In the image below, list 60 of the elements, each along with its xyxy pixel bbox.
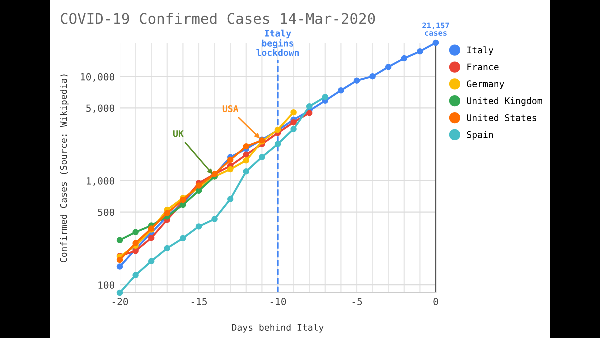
point [290,119,297,126]
point [132,229,139,236]
point [180,202,186,208]
point [116,290,124,296]
point [196,224,202,230]
point [259,154,266,160]
y-tick-label: 10,000 [81,73,115,82]
x-tick-label: -10 [270,298,286,306]
point [148,258,155,265]
point [227,156,234,164]
point [227,196,234,202]
point [180,235,186,242]
legend-label: United States [467,114,536,122]
point [116,264,124,270]
legend-label: Italy [468,46,494,56]
x-tick-label: -20 [112,298,128,306]
point [290,109,297,116]
point [164,245,171,252]
chart-title: COVID-19 Confirmed Cases 14-Mar-2020 [60,12,376,24]
y-axis-title: Confirmed Cases (Source: Wikipedia) [60,74,69,262]
legend-label: Spain [467,131,494,140]
point [243,152,250,158]
point [322,94,329,100]
x-tick-label: -15 [192,298,207,306]
y-tick-label: 5,000 [86,104,115,114]
point [306,104,313,110]
y-tick-label: 100 [98,282,115,289]
ref-line-label: Italy begins lockdown [256,30,300,56]
x-axis-title: Days behind Italy [232,324,324,333]
point [132,272,139,279]
point [306,110,313,116]
point [290,126,297,132]
point [116,237,124,244]
point [212,216,218,222]
point [243,157,250,164]
legend-label: Germany [467,80,504,90]
point [370,73,376,80]
point [432,40,440,46]
y-tick-label: 1,000 [87,178,115,186]
point [243,168,250,175]
x-tick-label: -5 [352,298,362,306]
point [132,240,139,246]
point [417,48,424,55]
point [164,210,171,216]
point [148,234,155,242]
point [274,141,282,148]
annotation: UK [173,130,184,138]
legend-label: United Kingdom [467,97,542,106]
annotation: USA [222,106,239,112]
point [354,78,360,84]
y-tick-label: 500 [98,208,115,216]
point [401,55,408,62]
point [116,256,124,264]
legend-label: France [468,64,499,71]
point [243,143,250,150]
x-tick-label: 0 [434,298,438,306]
point [338,87,344,94]
point [227,166,234,173]
point [385,64,392,70]
point [196,188,202,194]
